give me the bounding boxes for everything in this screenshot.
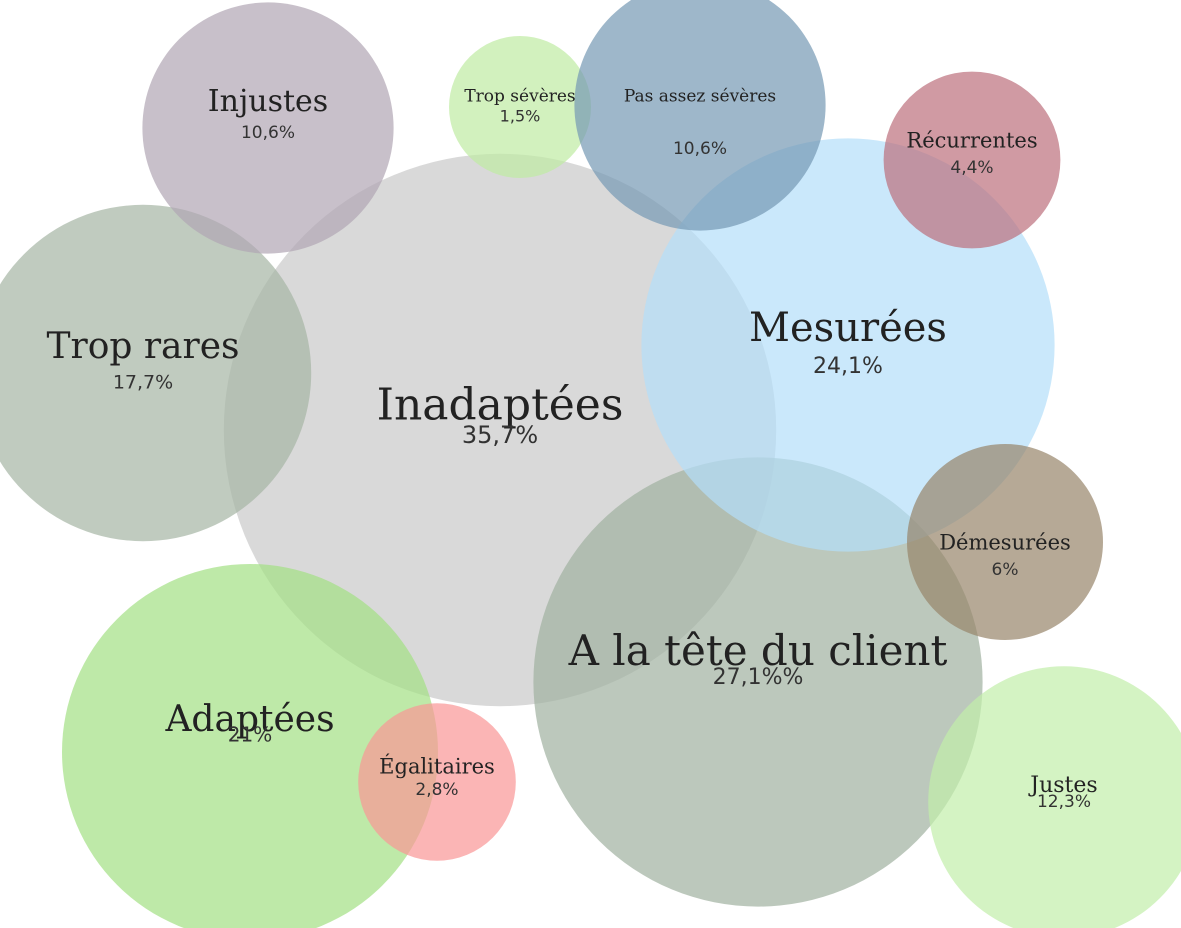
bubble: [574, 0, 826, 231]
bubble-label: A la tête du client: [568, 626, 948, 675]
bubble: [449, 36, 591, 178]
value-label: 2,8%: [415, 780, 458, 800]
bubble-label: Mesurées: [749, 305, 947, 351]
value-label: 10,6%: [673, 139, 727, 159]
bubble: [142, 2, 394, 254]
value-label: 35,7%: [462, 421, 538, 449]
bubble-label: Égalitaires: [379, 755, 495, 779]
bubble-label: Pas assez sévères: [624, 87, 776, 107]
bubble: [907, 444, 1103, 640]
bubble: [928, 666, 1181, 928]
value-label: 1,5%: [500, 107, 541, 126]
value-label: 10,6%: [241, 123, 295, 143]
bubble-label: Démesurées: [939, 531, 1071, 555]
bubble: [358, 703, 516, 861]
bubble-label: Injustes: [208, 84, 328, 119]
bubble-label: Récurrentes: [906, 129, 1037, 153]
bubble: [0, 204, 312, 542]
bubble-label: Adaptées: [164, 699, 334, 740]
bubble-label: Justes: [1028, 773, 1097, 798]
value-label: 27,1%%: [713, 665, 804, 690]
bubble: [533, 457, 983, 907]
value-label: 21%: [228, 723, 272, 747]
value-label: 12,3%: [1037, 792, 1091, 812]
value-label: 24,1%: [813, 354, 883, 379]
bubble-label: Inadaptées: [377, 380, 624, 431]
value-label: 4,4%: [950, 158, 993, 178]
value-label: 17,7%: [113, 372, 173, 394]
value-label: 6%: [992, 560, 1019, 580]
bubble: [883, 71, 1061, 249]
bubble-label: Trop rares: [46, 326, 239, 367]
bubble: [62, 564, 438, 928]
bubble-label: Trop sévères: [464, 87, 575, 107]
